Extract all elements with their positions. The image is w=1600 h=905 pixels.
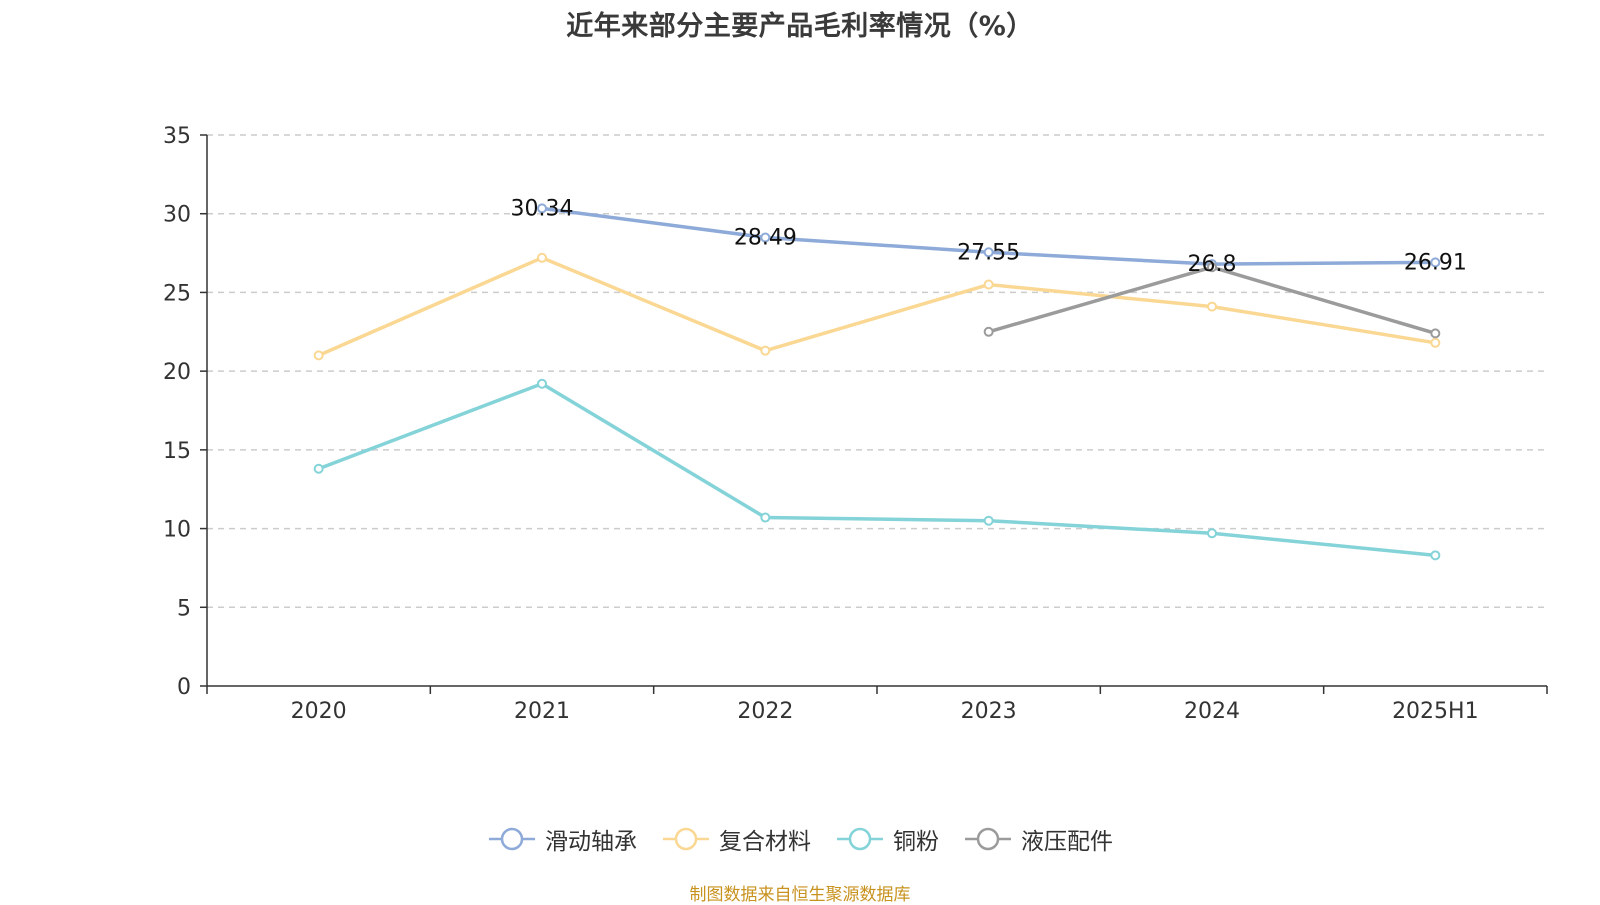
data-label: 28.49 (734, 225, 797, 250)
data-point (1207, 528, 1217, 539)
y-tick-label: 15 (163, 439, 191, 464)
x-tick-label: 2022 (737, 699, 793, 724)
x-tick-label: 2023 (961, 699, 1017, 724)
legend-item[interactable]: 铜粉 (835, 822, 939, 856)
legend: 滑动轴承 复合材料 铜粉 液压配件 (0, 822, 1600, 856)
data-label: 27.55 (957, 240, 1020, 265)
legend-label: 铜粉 (893, 829, 939, 855)
chart-title: 近年来部分主要产品毛利率情况（%） (566, 11, 1034, 42)
x-tick-label: 2024 (1184, 699, 1240, 724)
y-tick-label: 20 (163, 360, 191, 385)
axis-layer: 0 5 10 15 20 25 30 35 2020 2021 2022 2023 2024 2025H1 (163, 124, 1548, 724)
series-4 (983, 262, 1441, 339)
y-tick-label: 0 (177, 675, 191, 700)
data-point (760, 232, 771, 243)
grid-layer (207, 134, 1547, 609)
data-point (983, 247, 994, 258)
data-point (1430, 550, 1441, 561)
legend-marker-circle (976, 827, 1000, 851)
series-line (316, 256, 1438, 358)
data-point (537, 203, 547, 214)
legend-label: 液压配件 (1021, 829, 1113, 855)
source-note: 制图数据来自恒生聚源数据库 (689, 885, 911, 905)
series-line (316, 381, 1438, 558)
data-point (1207, 301, 1217, 312)
data-point (760, 512, 771, 523)
data-point (983, 279, 994, 290)
x-tick-label: 2025H1 (1392, 699, 1479, 724)
series-line (986, 265, 1438, 336)
series-layer (313, 203, 1441, 561)
y-tick-label: 35 (163, 124, 191, 149)
series-1 (537, 203, 1441, 270)
data-point (1430, 328, 1441, 339)
data-point (537, 252, 547, 263)
data-point (983, 326, 994, 337)
y-tick-label: 30 (163, 203, 191, 228)
data-label: 26.91 (1404, 250, 1467, 275)
legend-item[interactable]: 滑动轴承 (487, 822, 637, 856)
data-point (1430, 337, 1441, 348)
y-tick-label: 10 (163, 518, 191, 543)
series-3 (313, 378, 1441, 561)
legend-marker-circle (500, 827, 524, 851)
legend-marker-circle (848, 827, 872, 851)
legend-item[interactable]: 液压配件 (963, 822, 1113, 856)
legend-marker-icon (965, 827, 1011, 851)
legend-marker-icon (489, 827, 535, 851)
legend-marker-icon (663, 827, 709, 851)
legend-marker-circle (674, 827, 698, 851)
data-point (313, 463, 324, 474)
legend-item[interactable]: 复合材料 (661, 822, 811, 856)
legend-label: 复合材料 (719, 829, 811, 855)
data-point (760, 345, 771, 356)
data-label: 30.34 (511, 196, 574, 221)
legend-label: 滑动轴承 (545, 829, 637, 855)
data-point (537, 378, 547, 389)
x-tick-label: 2020 (291, 699, 347, 724)
data-point (1207, 262, 1217, 273)
series-2 (313, 252, 1441, 361)
x-tick-label: 2021 (514, 699, 570, 724)
data-label-layer: 30.34 28.49 27.55 26.8 26.91 (511, 196, 1467, 277)
data-point (983, 515, 994, 526)
data-point (1430, 257, 1441, 268)
data-label: 26.8 (1188, 252, 1237, 277)
y-tick-label: 5 (177, 596, 191, 621)
legend-marker-icon (837, 827, 883, 851)
y-tick-label: 25 (163, 281, 191, 306)
data-point (313, 350, 324, 361)
